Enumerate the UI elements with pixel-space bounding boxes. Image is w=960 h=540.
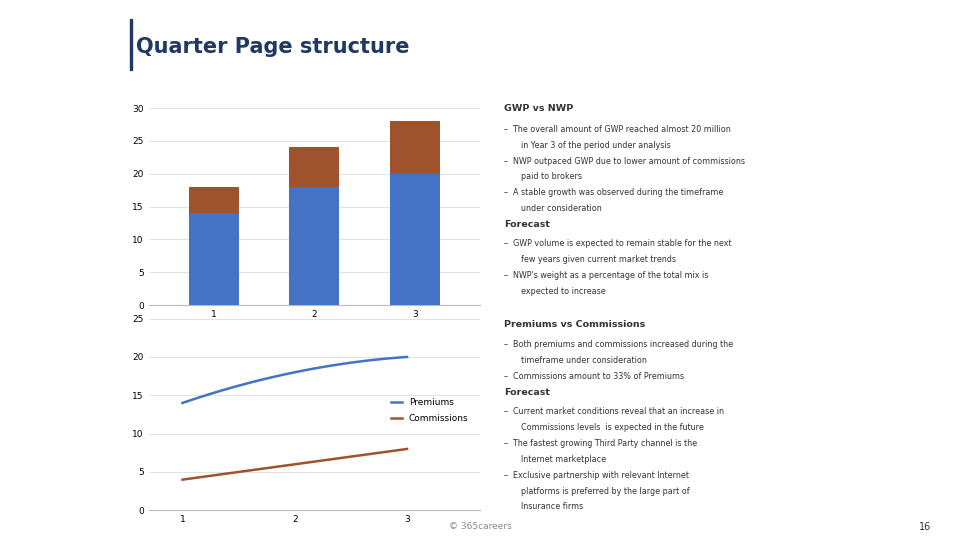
Legend: GWP, NWP: GWP, NWP [270,328,359,344]
Bar [289,187,340,305]
Text: –  Current market conditions reveal that an increase in: – Current market conditions reveal that … [504,407,724,416]
Text: in Year 3 of the period under analysis: in Year 3 of the period under analysis [521,140,671,150]
Text: Commissions levels  is expected in the future: Commissions levels is expected in the fu… [521,423,705,432]
Text: –  A stable growth was observed during the timeframe: – A stable growth was observed during th… [504,188,724,198]
Text: few years given current market trends: few years given current market trends [521,255,677,264]
Text: –  Commissions amount to 33% of Premiums: – Commissions amount to 33% of Premiums [504,372,684,381]
Text: © 365careers: © 365careers [448,522,512,531]
Text: Internet marketplace: Internet marketplace [521,455,607,464]
Text: 365  ▮▮  Careers: 365 ▮▮ Careers [687,56,786,66]
Text: Premiums vs Commissions: Premiums vs Commissions [504,320,645,329]
Text: GWP vs NWP: GWP vs NWP [504,104,573,113]
Text: –  NWP outpaced GWP due to lower amount of commissions: – NWP outpaced GWP due to lower amount o… [504,157,745,166]
Text: platforms is preferred by the large part of: platforms is preferred by the large part… [521,487,690,496]
Text: paid to brokers: paid to brokers [521,172,583,181]
Text: –  Both premiums and commissions increased during the: – Both premiums and commissions increase… [504,340,733,349]
Text: 16: 16 [919,522,931,531]
Text: –  GWP volume is expected to remain stable for the next: – GWP volume is expected to remain stabl… [504,239,732,248]
Text: Forecast: Forecast [504,388,550,397]
Bar [390,121,440,174]
Bar [130,19,132,70]
Text: –  The overall amount of GWP reached almost 20 million: – The overall amount of GWP reached almo… [504,125,731,134]
Text: –  The fastest growing Third Party channel is the: – The fastest growing Third Party channe… [504,439,697,448]
Text: Quarter Page structure: Quarter Page structure [136,37,410,57]
Text: –  Exclusive partnership with relevant Internet: – Exclusive partnership with relevant In… [504,471,689,480]
Bar [189,187,239,213]
Legend: Premiums, Commissions: Premiums, Commissions [387,394,472,427]
Text: Forecast: Forecast [504,220,550,229]
Bar [390,174,440,305]
Text: under consideration: under consideration [521,204,602,213]
Text: expected to increase: expected to increase [521,287,606,296]
Text: timeframe under consideration: timeframe under consideration [521,356,647,365]
Text: –  NWP's weight as a percentage of the total mix is: – NWP's weight as a percentage of the to… [504,271,708,280]
Bar [189,213,239,305]
Bar [289,147,340,187]
Text: Insurance firms: Insurance firms [521,503,584,511]
